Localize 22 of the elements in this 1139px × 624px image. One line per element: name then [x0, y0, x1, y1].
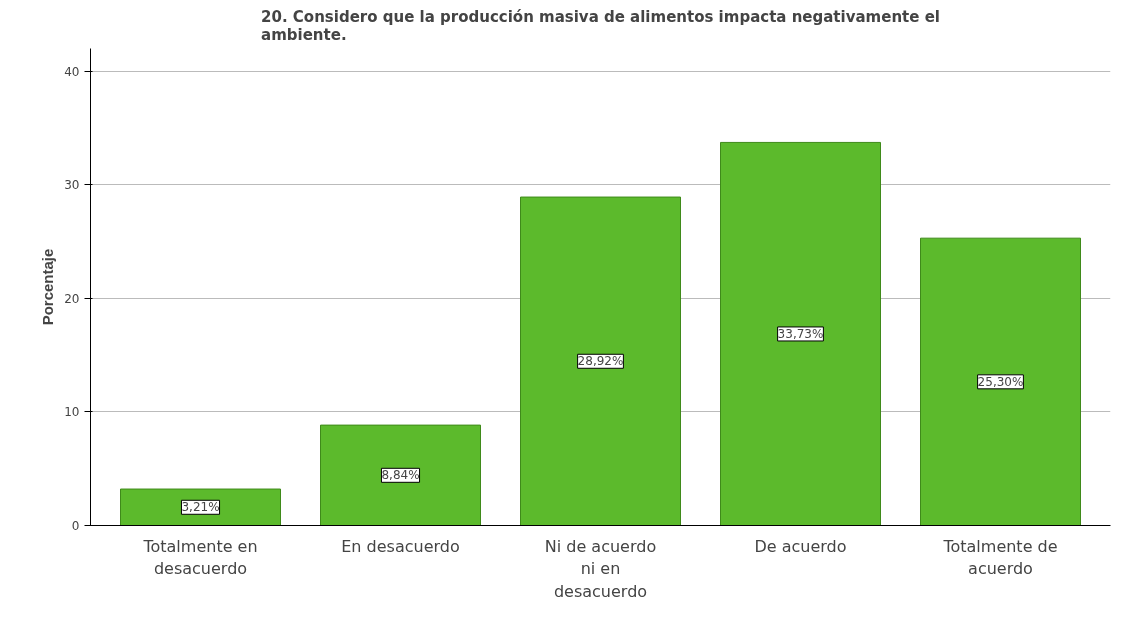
- x-tick-label: En desacuerdo: [341, 536, 460, 556]
- y-axis-title: Porcentaje: [39, 248, 57, 326]
- y-tick-label: 40: [64, 64, 80, 79]
- data-label: 25,30%: [977, 374, 1024, 389]
- data-label: 33,73%: [777, 326, 824, 341]
- bar: [920, 237, 1081, 526]
- x-tick-label: Totalmente en desacuerdo: [142, 536, 258, 579]
- x-tick-label: Totalmente de acuerdo: [942, 536, 1058, 579]
- data-label: 28,92%: [577, 354, 624, 369]
- data-label: 8,84%: [381, 468, 420, 483]
- chart-title: 20. Considero que la producción masiva de alimentos impacta negativamente el ambiente.: [261, 7, 940, 44]
- y-tick-label: 30: [64, 178, 80, 193]
- bar: [520, 196, 681, 526]
- y-tick-label: 10: [64, 405, 80, 420]
- x-tick-label: De acuerdo: [754, 536, 847, 556]
- y-tick-label: 20: [64, 291, 80, 306]
- bar: [720, 141, 881, 526]
- bar: [120, 488, 281, 526]
- x-tick-label: Ni de acuerdo ni en desacuerdo: [544, 536, 657, 602]
- y-tick-label: 0: [71, 519, 80, 533]
- data-label: 3,21%: [181, 500, 220, 515]
- bar: [320, 424, 481, 526]
